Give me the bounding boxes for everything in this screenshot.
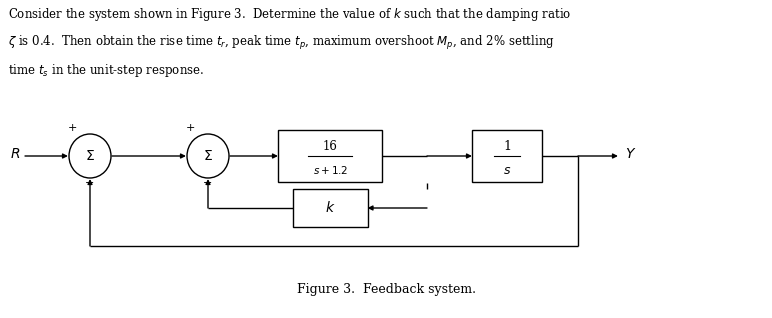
Text: $k$: $k$ bbox=[325, 201, 335, 216]
Text: $-$: $-$ bbox=[84, 176, 94, 186]
Bar bbox=[293, 189, 367, 227]
Text: 1: 1 bbox=[503, 141, 511, 154]
Ellipse shape bbox=[69, 134, 111, 178]
Text: time $t_s$ in the unit-step response.: time $t_s$ in the unit-step response. bbox=[8, 62, 205, 79]
Text: $\Sigma$: $\Sigma$ bbox=[203, 149, 213, 163]
Bar bbox=[278, 130, 382, 182]
Text: Consider the system shown in Figure 3.  Determine the value of $k$ such that the: Consider the system shown in Figure 3. D… bbox=[8, 6, 571, 23]
Text: $-$: $-$ bbox=[202, 176, 212, 186]
Ellipse shape bbox=[187, 134, 229, 178]
Text: +: + bbox=[185, 123, 195, 133]
Text: $s$: $s$ bbox=[503, 163, 511, 176]
Text: $s+1.2$: $s+1.2$ bbox=[313, 164, 347, 176]
Bar bbox=[472, 130, 542, 182]
Text: $Y$: $Y$ bbox=[625, 147, 636, 161]
Text: Figure 3.  Feedback system.: Figure 3. Feedback system. bbox=[296, 284, 476, 296]
Text: $\Sigma$: $\Sigma$ bbox=[85, 149, 95, 163]
Text: +: + bbox=[67, 123, 76, 133]
Text: $\zeta$ is 0.4.  Then obtain the rise time $t_r$, peak time $t_p$, maximum overs: $\zeta$ is 0.4. Then obtain the rise tim… bbox=[8, 34, 555, 52]
Text: $R$: $R$ bbox=[10, 147, 20, 161]
Text: 16: 16 bbox=[323, 141, 337, 154]
